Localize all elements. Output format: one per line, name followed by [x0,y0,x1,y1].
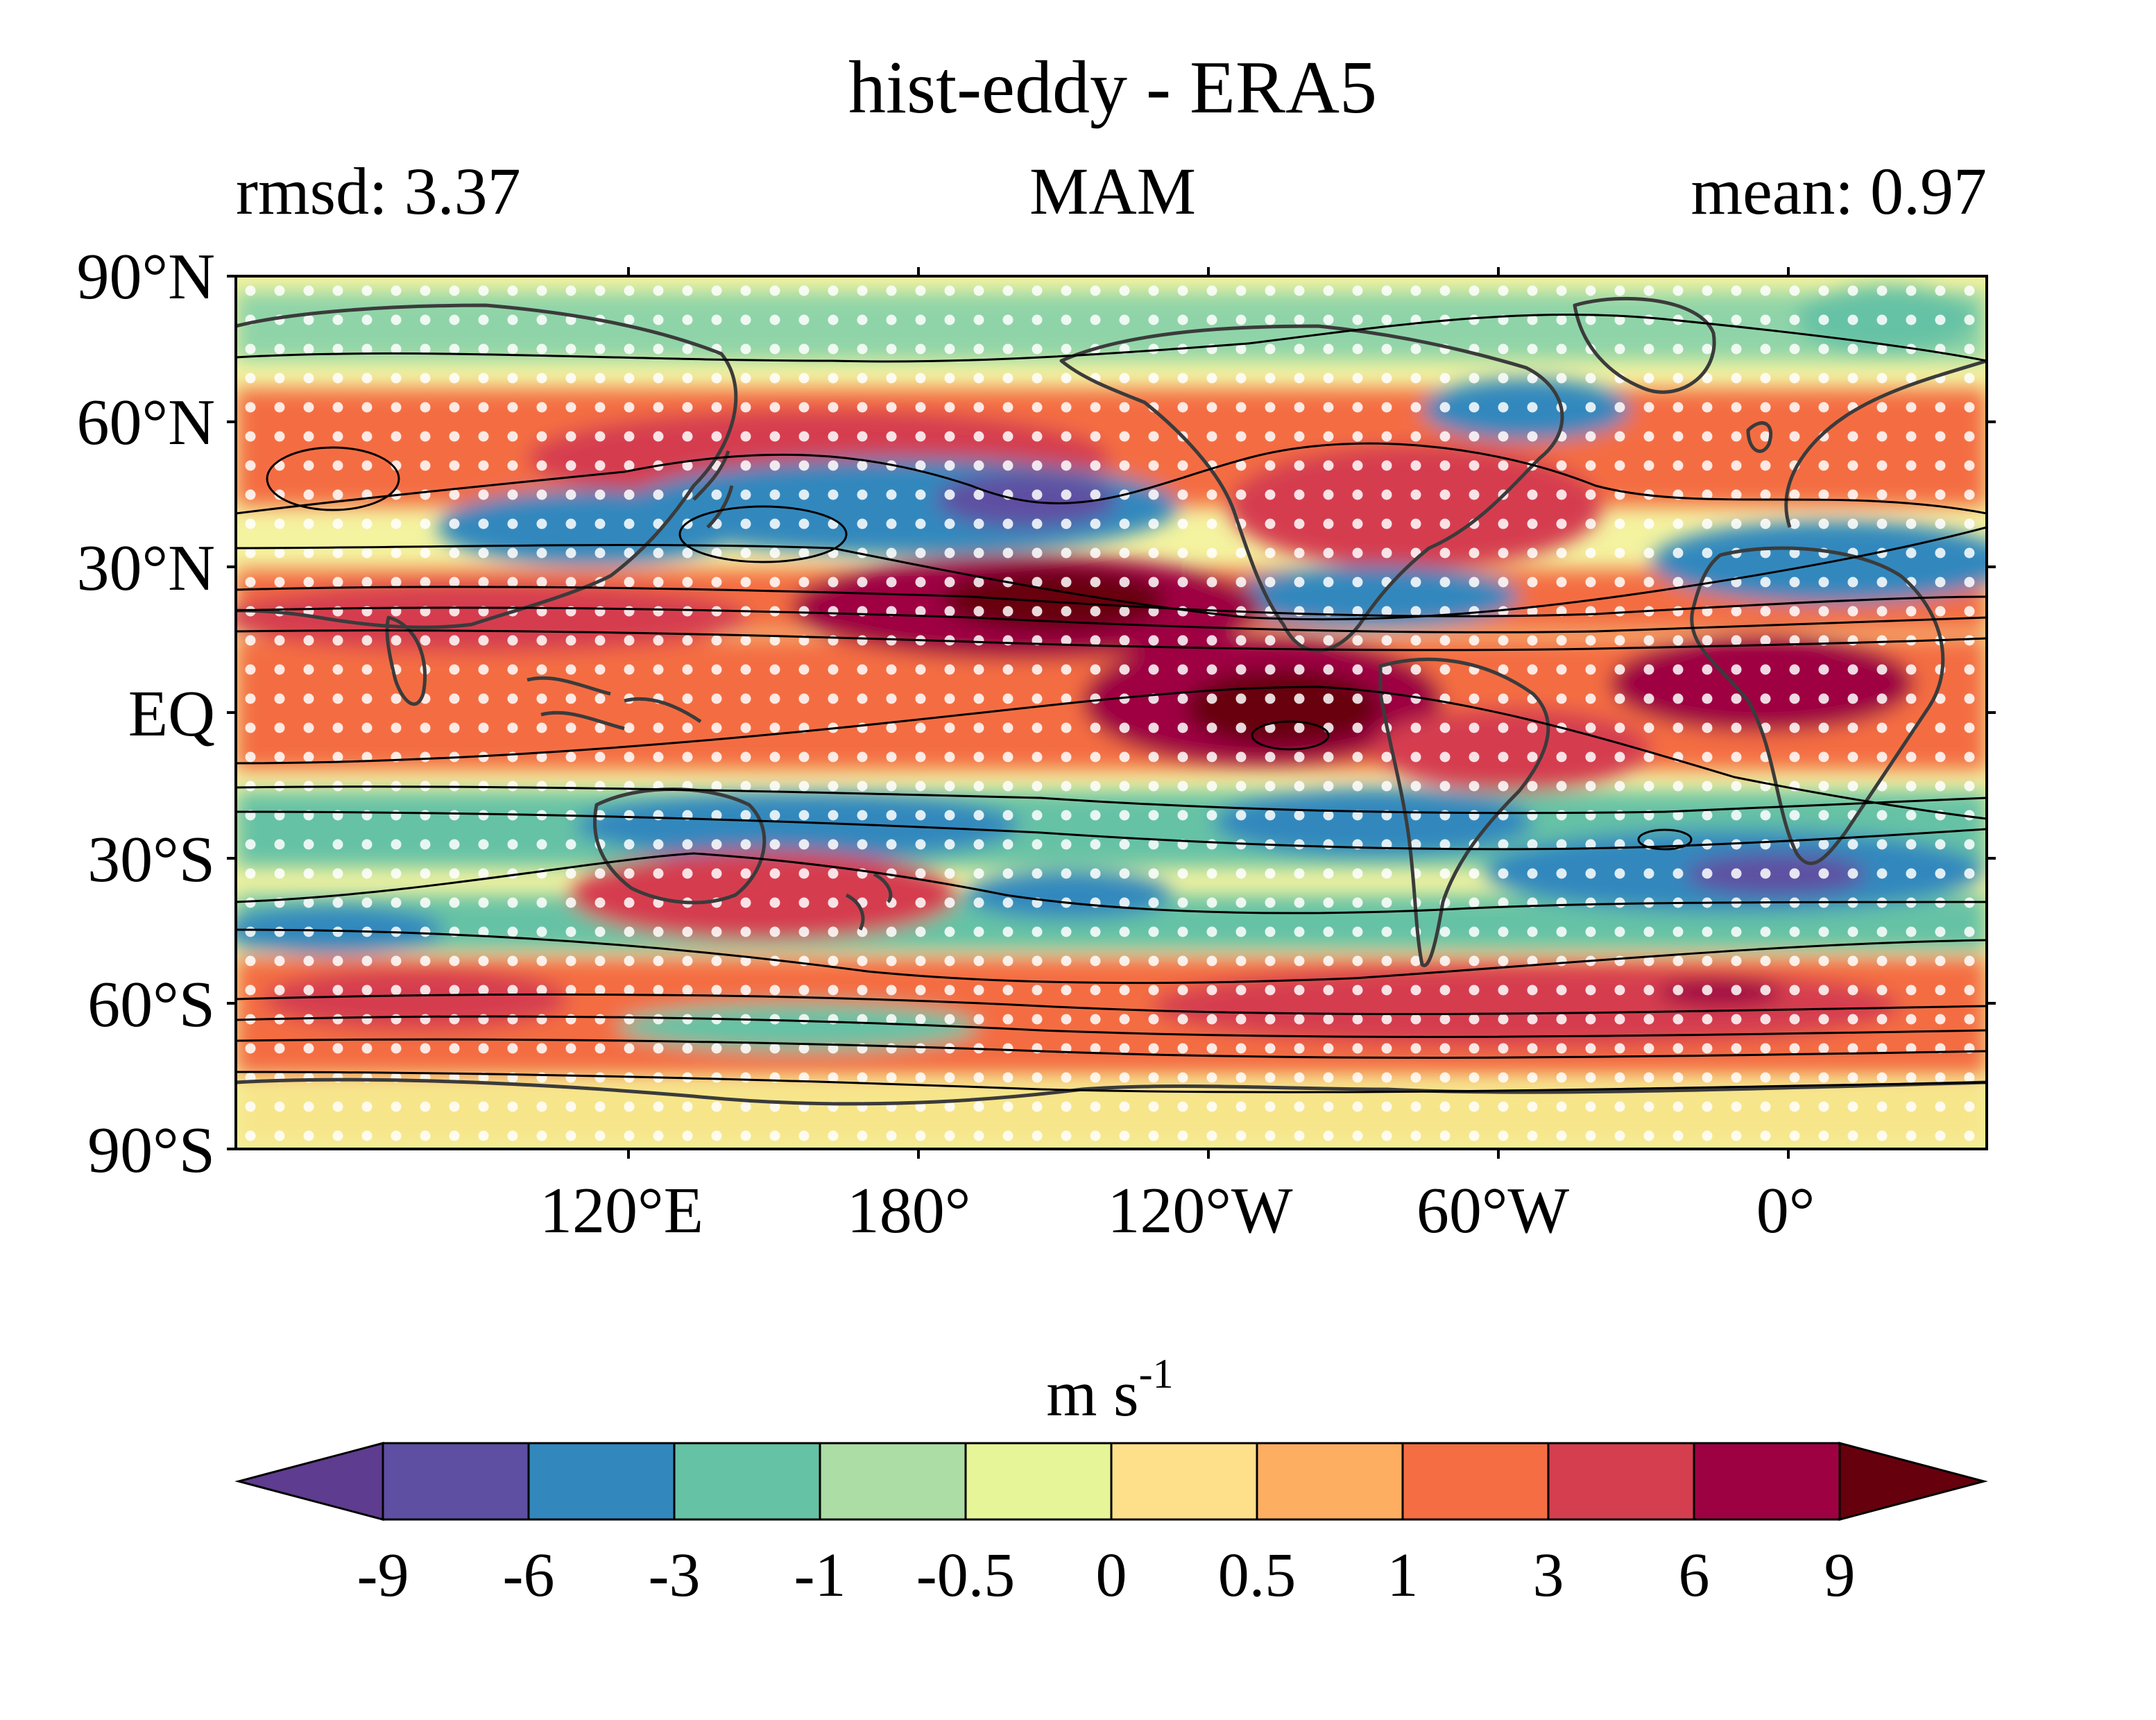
contour-closed-asia [266,446,400,511]
map-ticks [227,267,1996,1159]
colorbar-segment [673,1442,821,1521]
contour-so-1 [236,993,1987,1016]
colorbar-over-extension [1838,1442,1988,1521]
colorbar-label: 0 [1096,1541,1127,1610]
lon-label-60w: 60°W [1417,1175,1570,1247]
contour-so-2 [236,1015,1987,1038]
colorbar-label: 3 [1533,1541,1564,1610]
contour-closed-ep [1251,720,1330,751]
lon-label-120w: 120°W [1107,1175,1293,1247]
contour-so-4 [236,1071,1987,1093]
greenland-coast [1573,296,1716,394]
lat-label-eq: EQ [128,678,215,750]
colorbar-segment [527,1442,676,1521]
contour-eq-1 [236,686,1987,820]
lat-label-30n: 30°N [77,532,215,604]
se-asia-islands [527,676,702,731]
uk-coast [1746,421,1773,453]
contour-sh-2 [236,810,1987,851]
colorbar-segment [1547,1442,1695,1521]
lat-label-60n: 60°N [77,386,215,459]
contours [236,313,1987,1093]
contour-jet-2 [236,606,1987,633]
contour-nh-3 [236,526,1987,621]
africa-coast [1690,546,1945,865]
colorbar-segment [1693,1442,1841,1521]
coastlines [236,296,1987,1106]
contour-jet-3 [236,629,1987,652]
lat-labels: 90°N 60°N 30°N EQ 30°S 60°S 90°S [77,241,215,1186]
colorbar-unit-main: m s [1046,1358,1138,1430]
colorbar-label: -0.5 [916,1541,1015,1610]
colorbar-label: 1 [1387,1541,1419,1610]
india-coast [385,615,427,706]
north-america-coast [1059,324,1564,653]
south-america-coast [1378,657,1550,968]
colorbar-segment [1110,1442,1258,1521]
contour-sh-3 [236,852,1987,914]
contour-sh-4 [236,928,1987,985]
new-zealand-coast [845,872,893,931]
map-panel [236,276,1987,1149]
colorbar-segment [819,1442,967,1521]
contour-closed-atl [1637,828,1693,851]
colorbar-segment [382,1442,530,1521]
colorbar-unit-sup: -1 [1139,1351,1174,1397]
colorbar-under-extension [234,1442,384,1521]
colorbar-unit: m s-1 [1046,1351,1173,1430]
colorbar-labels: -9 -6 -3 -1 -0.5 0 0.5 1 3 6 9 [357,1541,1856,1610]
contour-nh-1 [236,313,1987,363]
season-label: MAM [1029,154,1196,228]
colorbar-label: -1 [794,1541,846,1610]
colorbar-segment [1256,1442,1404,1521]
mean-label: mean: 0.97 [1691,154,1987,228]
colorbar-label: -6 [503,1541,555,1610]
lon-label-180: 180° [847,1175,971,1247]
rmsd-label: rmsd: 3.37 [236,154,521,228]
colorbar-label: 0.5 [1218,1541,1297,1610]
contour-jet-1 [236,586,1987,618]
contour-sh-1 [236,785,1987,815]
lat-label-90n: 90°N [77,241,215,313]
lon-label-120e: 120°E [540,1175,703,1247]
lon-labels: 120°E 180° 120°W 60°W 0° [540,1175,1815,1247]
colorbar-segment [1401,1442,1550,1521]
lon-label-0: 0° [1756,1175,1815,1247]
map-title: hist-eddy - ERA5 [848,46,1377,129]
lat-label-30s: 30°S [87,824,215,896]
colorbar-label: 6 [1679,1541,1710,1610]
contour-so-3 [236,1038,1987,1059]
contour-nh-2 [236,442,1987,515]
colorbar-label: -3 [649,1541,701,1610]
colorbar-segment [964,1442,1113,1521]
significance-stippling [236,276,1987,1149]
colorbar-label: 9 [1824,1541,1856,1610]
colorbar-label: -9 [357,1541,409,1610]
eurasia-coast [236,303,1987,629]
colorbar [234,1442,1988,1521]
lat-label-90s: 90°S [87,1114,215,1186]
contour-closed-pac [678,505,848,563]
lat-label-60s: 60°S [87,969,215,1041]
